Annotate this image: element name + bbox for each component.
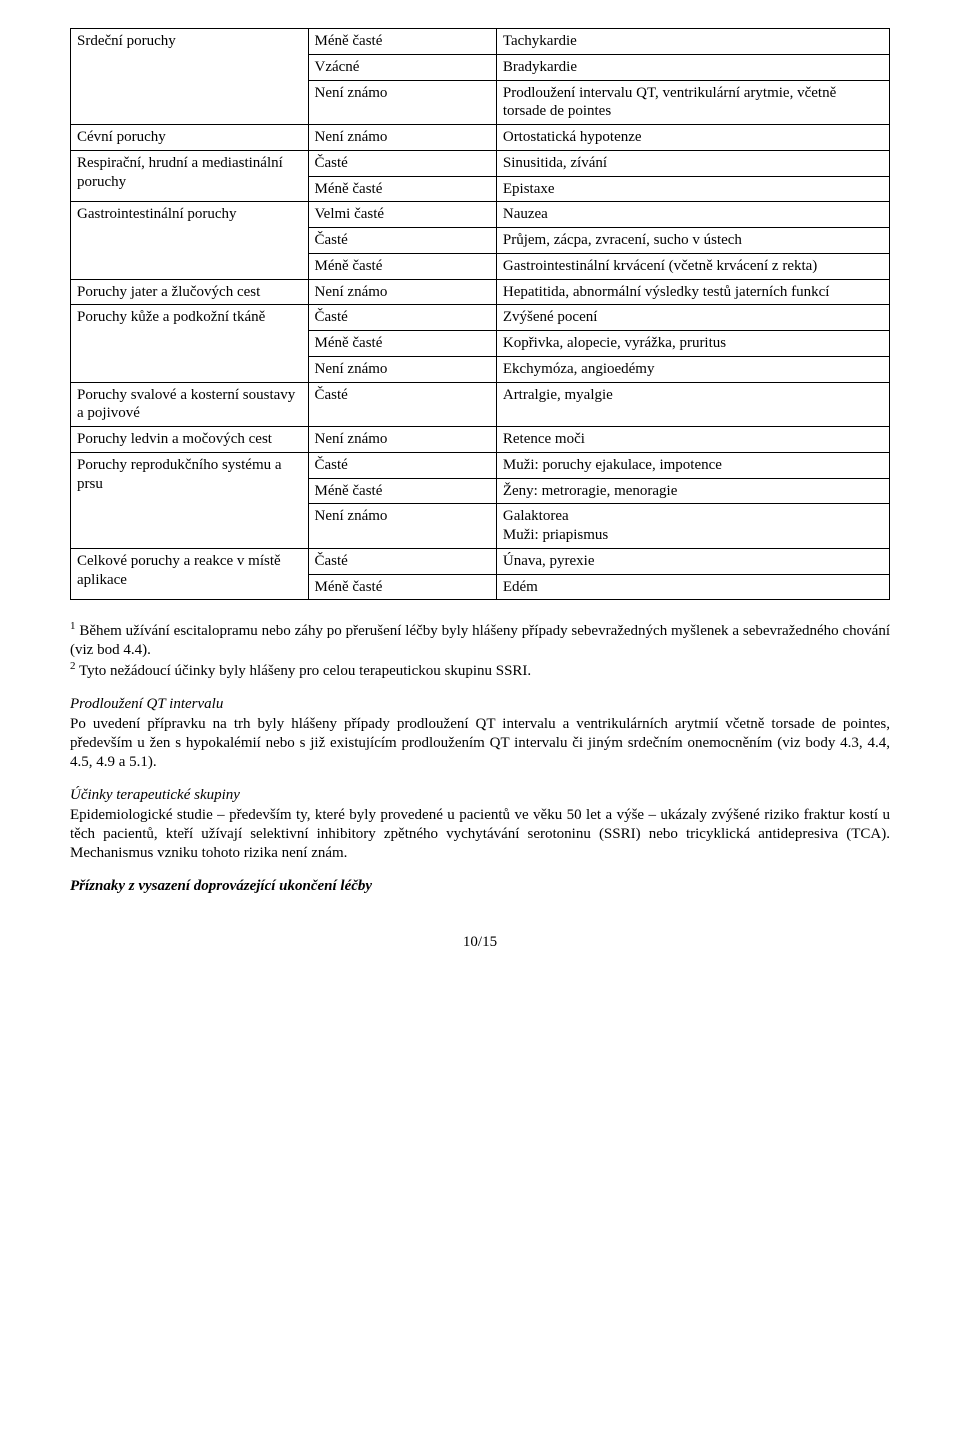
- effect-cell: Artralgie, myalgie: [496, 382, 889, 427]
- effect-cell: Zvýšené pocení: [496, 305, 889, 331]
- category-cell: Respirační, hrudní a mediastinální poruc…: [71, 150, 309, 202]
- frequency-cell: Není známo: [308, 80, 496, 125]
- group-heading: Účinky terapeutické skupiny: [70, 786, 890, 805]
- table-row: Poruchy reprodukčního systému a prsuČast…: [71, 452, 890, 478]
- effect-cell: Sinusitida, zívání: [496, 150, 889, 176]
- category-cell: Poruchy ledvin a močových cest: [71, 427, 309, 453]
- effect-cell: GalaktoreaMuži: priapismus: [496, 504, 889, 549]
- effect-cell: Prodloužení intervalu QT, ventrikulární …: [496, 80, 889, 125]
- frequency-cell: Vzácné: [308, 54, 496, 80]
- effect-cell: Retence moči: [496, 427, 889, 453]
- table-row: Celkové poruchy a reakce v místě aplikac…: [71, 548, 890, 574]
- effect-cell: Bradykardie: [496, 54, 889, 80]
- frequency-cell: Méně časté: [308, 331, 496, 357]
- frequency-cell: Časté: [308, 305, 496, 331]
- effect-cell: Únava, pyrexie: [496, 548, 889, 574]
- effect-cell: Edém: [496, 574, 889, 600]
- withdrawal-heading: Příznaky z vysazení doprovázející ukonče…: [70, 877, 890, 896]
- effect-cell: Průjem, zácpa, zvracení, sucho v ústech: [496, 228, 889, 254]
- frequency-cell: Méně časté: [308, 176, 496, 202]
- table-row: Srdeční poruchyMéně častéTachykardie: [71, 29, 890, 55]
- frequency-cell: Není známo: [308, 504, 496, 549]
- frequency-cell: Není známo: [308, 125, 496, 151]
- frequency-cell: Velmi časté: [308, 202, 496, 228]
- category-cell: Poruchy reprodukčního systému a prsu: [71, 452, 309, 548]
- frequency-cell: Časté: [308, 382, 496, 427]
- frequency-cell: Méně časté: [308, 478, 496, 504]
- frequency-cell: Časté: [308, 452, 496, 478]
- footnote-text-2: Tyto nežádoucí účinky byly hlášeny pro c…: [76, 663, 532, 679]
- effect-cell: Ortostatická hypotenze: [496, 125, 889, 151]
- frequency-cell: Není známo: [308, 356, 496, 382]
- qt-body: Po uvedení přípravku na trh byly hlášeny…: [70, 715, 890, 771]
- effect-cell: Muži: poruchy ejakulace, impotence: [496, 452, 889, 478]
- category-cell: Srdeční poruchy: [71, 29, 309, 125]
- table-row: Cévní poruchyNení známoOrtostatická hypo…: [71, 125, 890, 151]
- adverse-effects-table: Srdeční poruchyMéně častéTachykardieVzác…: [70, 28, 890, 600]
- table-row: Poruchy ledvin a močových cestNení známo…: [71, 427, 890, 453]
- frequency-cell: Časté: [308, 228, 496, 254]
- frequency-cell: Není známo: [308, 279, 496, 305]
- footnote-text-1: Během užívání escitalopramu nebo záhy po…: [70, 623, 890, 658]
- frequency-cell: Méně časté: [308, 29, 496, 55]
- effect-cell: Tachykardie: [496, 29, 889, 55]
- category-cell: Cévní poruchy: [71, 125, 309, 151]
- category-cell: Gastrointestinální poruchy: [71, 202, 309, 279]
- table-row: Poruchy svalové a kosterní soustavy a po…: [71, 382, 890, 427]
- effect-cell: Hepatitida, abnormální výsledky testů ja…: [496, 279, 889, 305]
- table-row: Poruchy kůže a podkožní tkáněČastéZvýšen…: [71, 305, 890, 331]
- effect-cell: Gastrointestinální krvácení (včetně krvá…: [496, 253, 889, 279]
- effect-cell: Kopřivka, alopecie, vyrážka, pruritus: [496, 331, 889, 357]
- page-number: 10/15: [70, 933, 890, 952]
- frequency-cell: Časté: [308, 548, 496, 574]
- effect-cell: Epistaxe: [496, 176, 889, 202]
- frequency-cell: Méně časté: [308, 253, 496, 279]
- frequency-cell: Není známo: [308, 427, 496, 453]
- table-row: Poruchy jater a žlučových cestNení známo…: [71, 279, 890, 305]
- effect-cell: Nauzea: [496, 202, 889, 228]
- frequency-cell: Méně časté: [308, 574, 496, 600]
- frequency-cell: Časté: [308, 150, 496, 176]
- table-row: Gastrointestinální poruchyVelmi častéNau…: [71, 202, 890, 228]
- category-cell: Poruchy svalové a kosterní soustavy a po…: [71, 382, 309, 427]
- effect-cell: Ekchymóza, angioedémy: [496, 356, 889, 382]
- footnote-block: 1 Během užívání escitalopramu nebo záhy …: [70, 620, 890, 680]
- table-row: Respirační, hrudní a mediastinální poruc…: [71, 150, 890, 176]
- category-cell: Poruchy jater a žlučových cest: [71, 279, 309, 305]
- group-body: Epidemiologické studie – především ty, k…: [70, 806, 890, 862]
- qt-heading: Prodloužení QT intervalu: [70, 695, 890, 714]
- category-cell: Poruchy kůže a podkožní tkáně: [71, 305, 309, 382]
- category-cell: Celkové poruchy a reakce v místě aplikac…: [71, 548, 309, 600]
- effect-cell: Ženy: metroragie, menoragie: [496, 478, 889, 504]
